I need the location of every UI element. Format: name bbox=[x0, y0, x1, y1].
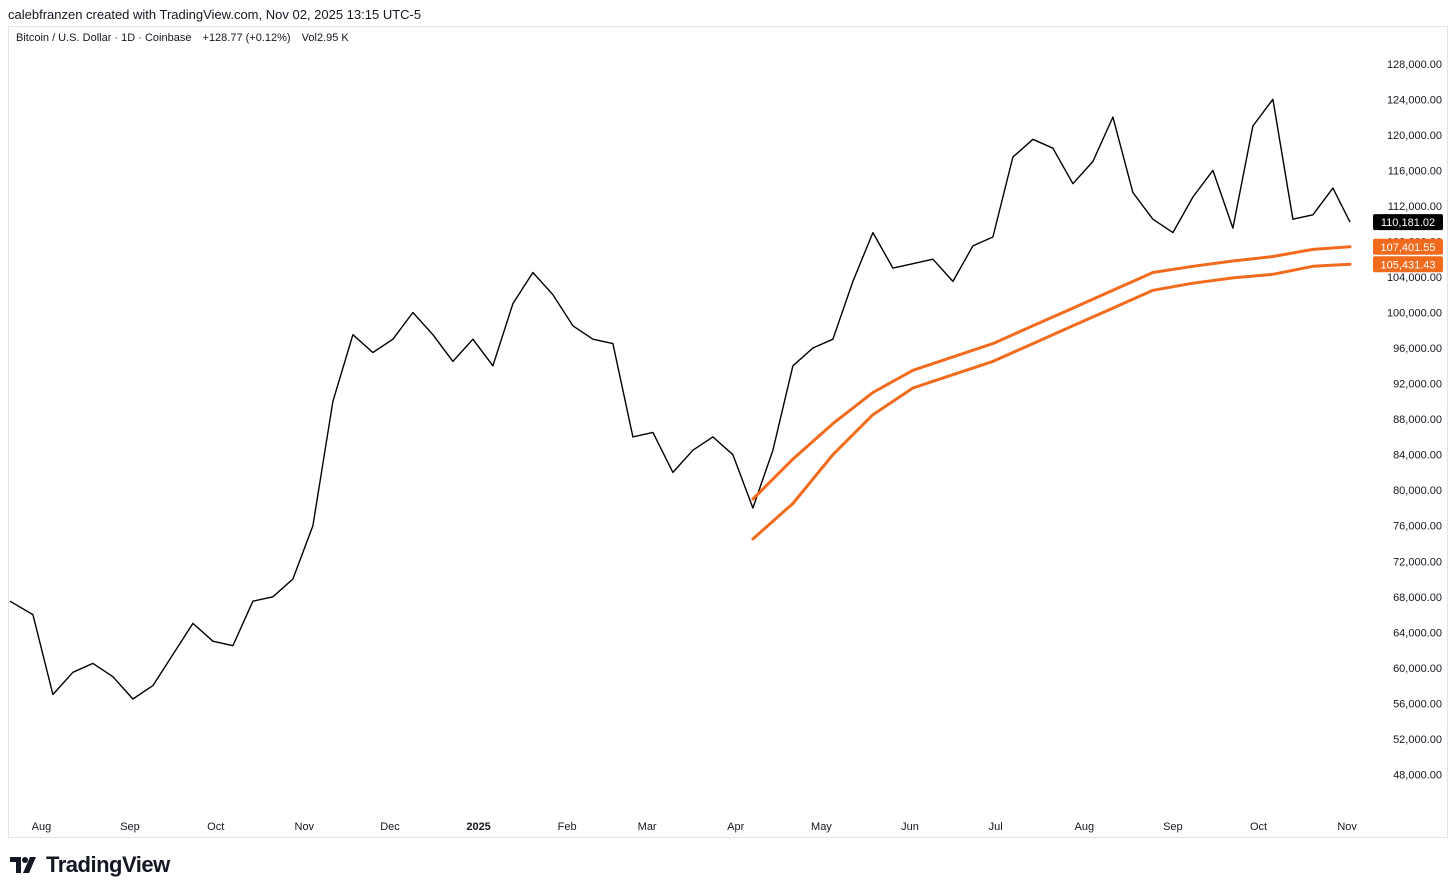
y-tick-label: 128,000.00 bbox=[1387, 59, 1442, 71]
volume-value: 2.95 K bbox=[316, 32, 349, 44]
tradingview-logo-icon bbox=[10, 857, 36, 873]
y-tick-label: 124,000.00 bbox=[1387, 94, 1442, 106]
y-tick-label: 104,000.00 bbox=[1387, 272, 1442, 284]
y-tick-label: 76,000.00 bbox=[1393, 521, 1442, 533]
symbol-legend: Bitcoin / U.S. Dollar · 1D · Coinbase +1… bbox=[16, 32, 357, 44]
y-tick-label: 60,000.00 bbox=[1393, 663, 1442, 675]
x-tick-label: Sep bbox=[120, 821, 140, 833]
y-tick-label: 48,000.00 bbox=[1393, 769, 1442, 781]
x-tick-label: Oct bbox=[207, 821, 224, 833]
y-tick-label: 72,000.00 bbox=[1393, 556, 1442, 568]
x-tick-label: Jul bbox=[989, 821, 1003, 833]
y-tick-label: 116,000.00 bbox=[1388, 165, 1442, 177]
y-tick-label: 112,000.00 bbox=[1388, 201, 1442, 213]
y-tick-label: 68,000.00 bbox=[1393, 592, 1442, 604]
x-tick-label: Aug bbox=[32, 821, 52, 833]
price-change: +128.77 (+0.12%) bbox=[202, 32, 291, 44]
volume-label: Vol bbox=[301, 32, 317, 44]
x-tick-label: Feb bbox=[558, 821, 577, 833]
y-tick-label: 64,000.00 bbox=[1393, 627, 1442, 639]
lower-band-label: 105,431.43 bbox=[1380, 259, 1435, 271]
x-tick-label: Apr bbox=[727, 821, 744, 833]
y-tick-label: 96,000.00 bbox=[1393, 343, 1442, 355]
x-tick-label: 2025 bbox=[466, 821, 490, 833]
y-tick-label: 88,000.00 bbox=[1393, 414, 1442, 426]
brand-name: TradingView bbox=[46, 852, 170, 877]
chart-frame bbox=[8, 26, 1448, 838]
x-tick-label: Aug bbox=[1074, 821, 1094, 833]
x-tick-label: May bbox=[811, 821, 832, 833]
last-price-label: 110,181.02 bbox=[1381, 217, 1435, 229]
x-tick-label: Nov bbox=[295, 821, 315, 833]
upper-band-line bbox=[751, 245, 1352, 501]
symbol-title: Bitcoin / U.S. Dollar · 1D · Coinbase bbox=[16, 32, 192, 44]
y-tick-label: 84,000.00 bbox=[1393, 450, 1442, 462]
y-tick-label: 52,000.00 bbox=[1393, 734, 1442, 746]
tradingview-logo: TradingView bbox=[10, 852, 170, 878]
lower-band-label-bg bbox=[1373, 256, 1443, 273]
price-line bbox=[9, 98, 1351, 700]
upper-band-label: 107,401.55 bbox=[1380, 242, 1435, 254]
x-tick-label: Oct bbox=[1250, 821, 1267, 833]
y-tick-label: 92,000.00 bbox=[1393, 379, 1442, 391]
x-tick-label: Nov bbox=[1337, 821, 1357, 833]
y-tick-label: 56,000.00 bbox=[1393, 698, 1442, 710]
lower-band-line bbox=[751, 262, 1352, 541]
upper-band-label-bg bbox=[1373, 238, 1443, 255]
x-tick-label: Mar bbox=[638, 821, 657, 833]
attribution-header: calebfranzen created with TradingView.co… bbox=[8, 7, 422, 22]
y-tick-label: 80,000.00 bbox=[1393, 485, 1442, 497]
y-tick-label: 100,000.00 bbox=[1387, 308, 1442, 320]
x-tick-label: Jun bbox=[901, 821, 919, 833]
y-tick-label: 120,000.00 bbox=[1387, 130, 1442, 142]
x-tick-label: Dec bbox=[380, 821, 400, 833]
last-price-label-bg bbox=[1373, 214, 1443, 231]
x-tick-label: Sep bbox=[1163, 821, 1183, 833]
